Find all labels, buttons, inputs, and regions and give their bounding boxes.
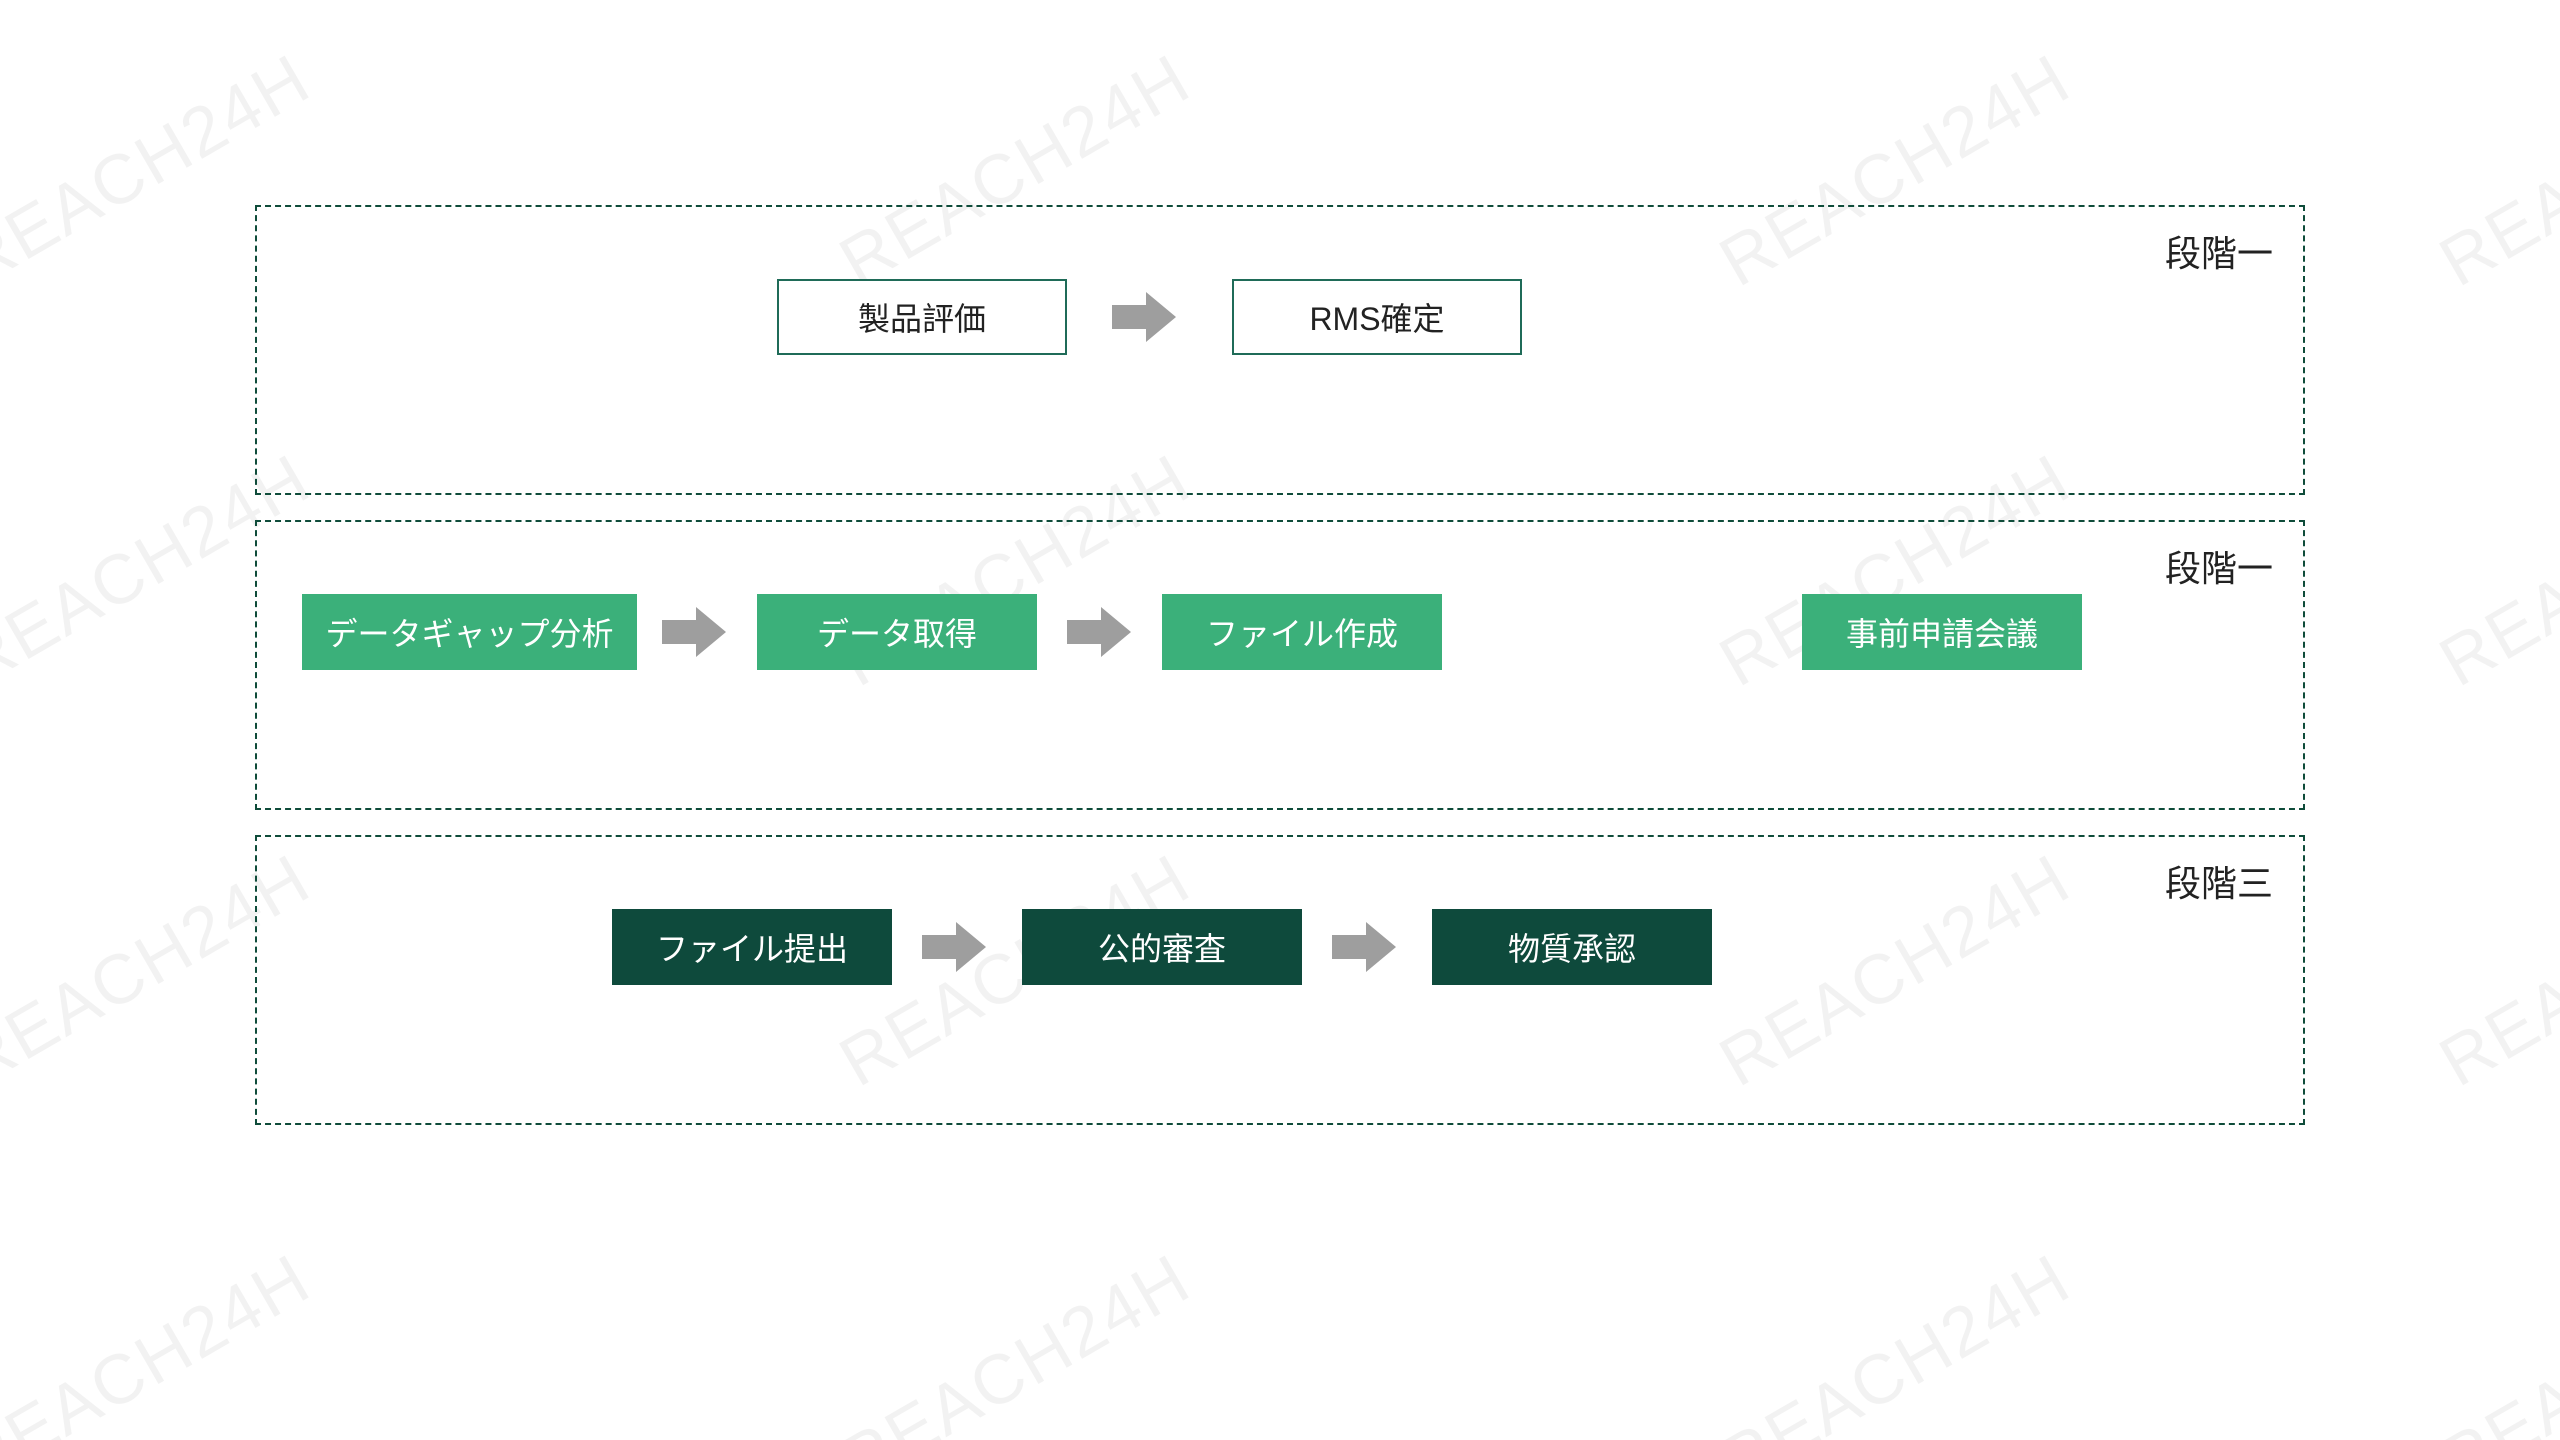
box-text: 事前申請会議 xyxy=(1846,609,2038,655)
watermark: REACH24H xyxy=(2426,438,2560,702)
stage-3: 段階三 ファイル提出 公的審査 物質承認 xyxy=(255,835,2305,1125)
box-product-evaluation: 製品評価 xyxy=(777,279,1067,355)
stage-2: 段階一 データギャップ分析 データ取得 ファイル作成 事前申請会議 xyxy=(255,520,2305,810)
watermark: REACH24H xyxy=(2426,838,2560,1102)
box-substance-approval: 物質承認 xyxy=(1432,909,1712,985)
box-data-gap-analysis: データギャップ分析 xyxy=(302,594,637,670)
arrow-icon xyxy=(1112,292,1176,342)
stage-1-label: 段階一 xyxy=(2165,225,2273,277)
box-text: データ取得 xyxy=(817,609,977,655)
box-text: ファイル提出 xyxy=(656,924,848,970)
watermark: REACH24H xyxy=(2426,1238,2560,1440)
box-text: 製品評価 xyxy=(858,294,986,340)
watermark: REACH24H xyxy=(1706,1238,2083,1440)
box-official-review: 公的審査 xyxy=(1022,909,1302,985)
box-text: RMS確定 xyxy=(1309,294,1444,340)
box-file-creation: ファイル作成 xyxy=(1162,594,1442,670)
stage-2-label: 段階一 xyxy=(2165,540,2273,592)
box-text: ファイル作成 xyxy=(1206,609,1398,655)
box-text: 物質承認 xyxy=(1508,924,1636,970)
box-text: 公的審査 xyxy=(1098,924,1226,970)
arrow-icon xyxy=(922,922,986,972)
box-text: データギャップ分析 xyxy=(325,609,613,655)
stage-1: 段階一 製品評価 RMS確定 xyxy=(255,205,2305,495)
box-pre-application-meeting: 事前申請会議 xyxy=(1802,594,2082,670)
box-file-submission: ファイル提出 xyxy=(612,909,892,985)
stage-3-label: 段階三 xyxy=(2165,855,2273,907)
arrow-icon xyxy=(1332,922,1396,972)
box-rms-confirm: RMS確定 xyxy=(1232,279,1522,355)
arrow-icon xyxy=(1067,607,1131,657)
watermark: REACH24H xyxy=(2426,38,2560,302)
watermark: REACH24H xyxy=(0,1238,323,1440)
arrow-icon xyxy=(662,607,726,657)
watermark: REACH24H xyxy=(826,1238,1203,1440)
box-data-acquisition: データ取得 xyxy=(757,594,1037,670)
